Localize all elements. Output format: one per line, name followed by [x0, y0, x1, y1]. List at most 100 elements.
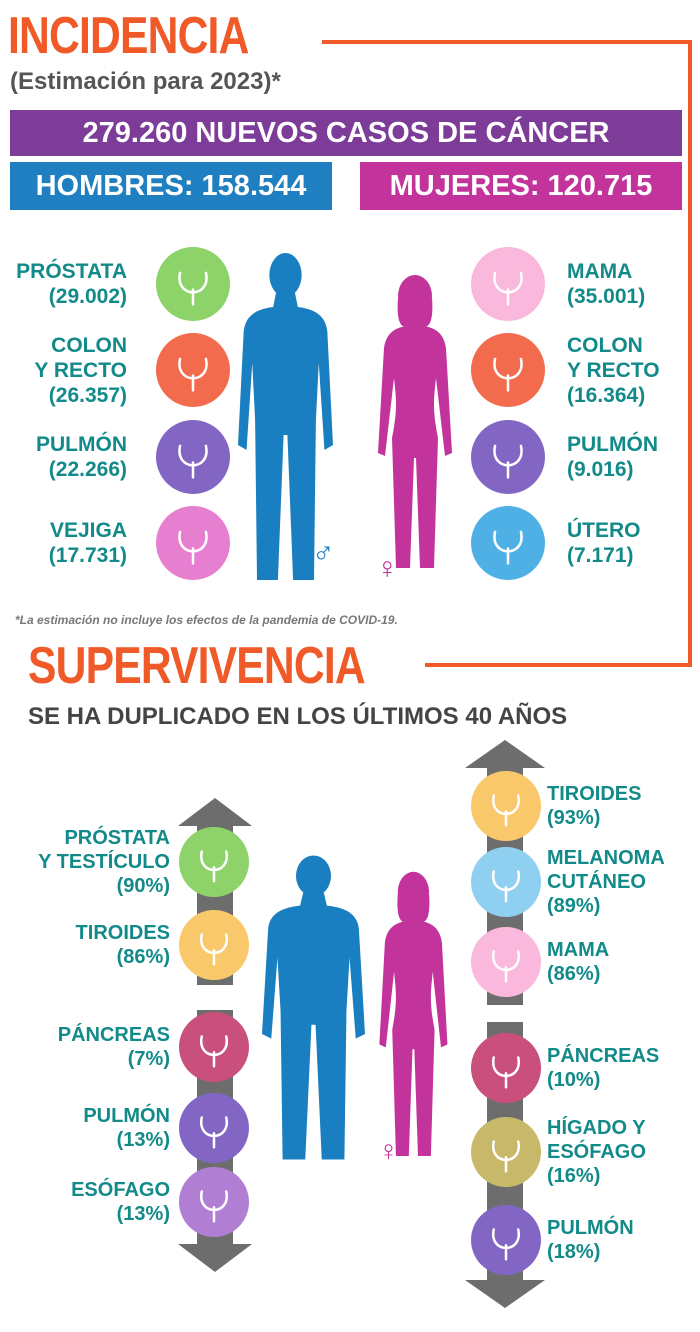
organ-value: (35.001) [567, 285, 646, 308]
organ-icon [471, 1033, 541, 1103]
organ-name: Y TESTÍCULO [38, 851, 170, 873]
organ-icon [156, 333, 230, 407]
organ-name: Y RECTO [34, 358, 127, 382]
organ-label: PRÓSTATA Y TESTÍCULO (90%) [38, 826, 170, 898]
organ-value: (89%) [547, 895, 601, 917]
organ-icon [471, 1117, 541, 1187]
female-symbol-2: ♀ [378, 1135, 399, 1166]
organ-label: ÚTERO (7.171) [567, 518, 641, 568]
organ-label: MAMA (86%) [547, 938, 609, 986]
organ-name: MELANOMA [547, 847, 665, 869]
organ-icon [179, 1093, 249, 1163]
male-symbol-2: ♂ [328, 1120, 349, 1151]
organ-value: (13%) [116, 1129, 170, 1151]
organ-icon [471, 247, 545, 321]
organ-value: (18%) [547, 1241, 601, 1263]
survival-subtitle: SE HA DUPLICADO EN LOS ÚLTIMOS 40 AÑOS [28, 703, 568, 730]
organ-label: ESÓFAGO (13%) [71, 1178, 170, 1226]
organ-name: MAMA [547, 939, 610, 961]
organ-icon [179, 1012, 249, 1082]
organ-name: VEJIGA [49, 519, 127, 542]
incidence-subtitle: (Estimación para 2023)* [10, 68, 281, 95]
organ-name: PÁNCREAS [547, 1045, 660, 1067]
organ-label: TIROIDES (93%) [547, 782, 641, 830]
organ-icon [471, 333, 545, 407]
organ-name: COLON [51, 333, 127, 357]
organ-name: PULMÓN [547, 1217, 634, 1239]
organ-name: PRÓSTATA [64, 827, 170, 849]
frame-line [322, 40, 692, 667]
organ-name: Y RECTO [567, 358, 660, 382]
organ-label: PULMÓN (18%) [547, 1216, 634, 1264]
organ-label: VEJIGA (17.731) [49, 518, 127, 568]
organ-name: PÁNCREAS [57, 1024, 170, 1046]
organ-name: ÚTERO [567, 519, 641, 542]
organ-name: HÍGADO Y [547, 1117, 646, 1139]
male-symbol: ♂ [312, 536, 335, 569]
organ-name: ESÓFAGO [547, 1141, 646, 1163]
organ-label: HÍGADO Y ESÓFAGO (16%) [547, 1116, 646, 1188]
organ-label: MELANOMA CUTÁNEO (89%) [547, 846, 665, 918]
total-bar: 279.260 NUEVOS CASOS DE CÁNCER [10, 110, 682, 156]
organ-name: ESÓFAGO [71, 1179, 170, 1201]
organ-value: (13%) [116, 1203, 170, 1225]
organ-icon [471, 420, 545, 494]
organ-value: (90%) [116, 875, 170, 897]
organ-name: PRÓSTATA [16, 260, 127, 283]
organ-icon [179, 910, 249, 980]
organ-label: PULMÓN (9.016) [567, 432, 658, 482]
organ-name: COLON [567, 333, 643, 357]
footnote: *La estimación no incluye los efectos de… [15, 613, 398, 627]
organ-label: MAMA (35.001) [567, 259, 645, 309]
organ-icon [471, 927, 541, 997]
organ-value: (26.357) [48, 383, 127, 407]
organ-value: (93%) [547, 807, 601, 829]
organ-value: (22.266) [48, 458, 127, 481]
organ-icon [471, 771, 541, 841]
organ-icon [156, 420, 230, 494]
organ-label: PÁNCREAS (7%) [58, 1023, 170, 1071]
men-bar: HOMBRES: 158.544 [10, 162, 332, 210]
organ-value: (86%) [116, 946, 170, 968]
organ-value: (7.171) [567, 544, 634, 567]
organ-label: COLON Y RECTO (16.364) [567, 333, 660, 408]
organ-name: MAMA [567, 260, 633, 283]
organ-label: TIROIDES (86%) [76, 921, 170, 969]
women-bar: MUJERES: 120.715 [360, 162, 682, 210]
organ-value: (9.016) [567, 458, 634, 481]
incidence-title: INCIDENCIA [8, 7, 249, 65]
female-figure [378, 275, 452, 568]
organ-label: PULMÓN (22.266) [36, 432, 127, 482]
survival-title: SUPERVIVENCIA [28, 637, 366, 695]
organ-name: PULMÓN [83, 1105, 170, 1127]
organ-label: PÁNCREAS (10%) [547, 1044, 659, 1092]
female-figure-2 [379, 871, 448, 1156]
organ-icon [156, 247, 230, 321]
organ-icon [471, 847, 541, 917]
organ-icon [471, 506, 545, 580]
female-symbol: ♀ [376, 552, 399, 585]
organ-value: (10%) [547, 1069, 601, 1091]
organ-value: (86%) [547, 963, 601, 985]
organ-icon [179, 827, 249, 897]
organ-name: PULMÓN [567, 433, 658, 456]
organ-icon [156, 506, 230, 580]
organ-value: (16.364) [567, 383, 646, 407]
organ-value: (16%) [547, 1165, 601, 1187]
organ-name: PULMÓN [36, 433, 127, 456]
organ-label: COLON Y RECTO (26.357) [34, 333, 127, 408]
organ-label: PRÓSTATA (29.002) [16, 259, 127, 309]
organ-icon [471, 1205, 541, 1275]
organ-icon [179, 1167, 249, 1237]
organ-name: TIROIDES [547, 783, 642, 805]
organ-value: (7%) [127, 1048, 170, 1070]
organ-name: CUTÁNEO [547, 871, 646, 893]
organ-value: (17.731) [48, 544, 127, 567]
male-figure-2 [262, 855, 365, 1160]
organ-label: PULMÓN (13%) [83, 1104, 170, 1152]
male-figure [238, 253, 333, 580]
organ-name: TIROIDES [75, 922, 170, 944]
organ-value: (29.002) [48, 285, 127, 308]
